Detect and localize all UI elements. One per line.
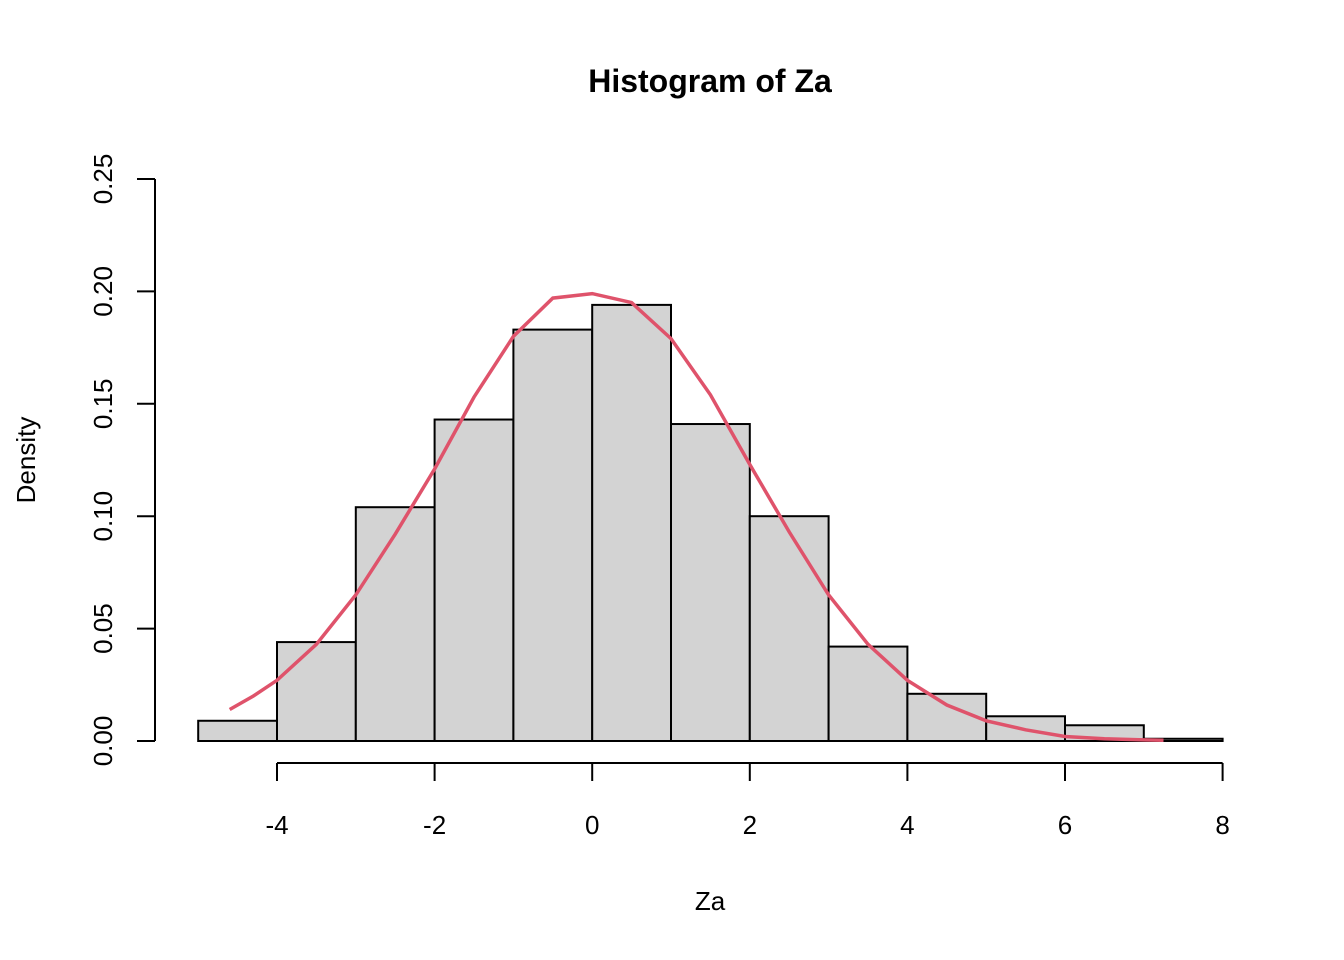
chart-title: Histogram of Za xyxy=(588,63,832,99)
y-tick-label: 0.05 xyxy=(88,603,118,654)
y-axis-label: Density xyxy=(11,417,41,504)
histogram-bar xyxy=(433,418,515,742)
histogram-bar xyxy=(591,303,673,742)
y-axis: 0.00 0.05 0.10 0.15 0.20 0.25 xyxy=(88,154,156,767)
density-curve-layer xyxy=(228,291,1164,743)
histogram-bar xyxy=(197,719,278,743)
histogram-bar xyxy=(276,641,357,743)
x-axis: -4 -2 0 2 4 6 8 xyxy=(265,762,1230,840)
y-tick-label: 0.15 xyxy=(88,378,118,429)
histogram-bars xyxy=(197,303,1224,743)
x-tick-label: 2 xyxy=(743,810,757,840)
x-tick-label: 4 xyxy=(900,810,914,840)
y-tick-label: 0.10 xyxy=(88,491,118,542)
x-tick-label: -4 xyxy=(265,810,288,840)
x-tick-label: 0 xyxy=(585,810,599,840)
x-axis-label: Za xyxy=(695,886,726,916)
y-tick-label: 0.25 xyxy=(88,154,118,205)
density-curve xyxy=(228,291,1164,743)
histogram-bar xyxy=(670,423,751,742)
histogram-bar xyxy=(748,515,830,743)
y-tick-label: 0.00 xyxy=(88,716,118,767)
x-tick-label: -2 xyxy=(423,810,446,840)
histogram-bar xyxy=(354,506,436,743)
histogram-bar xyxy=(827,645,909,742)
x-tick-label: 6 xyxy=(1058,810,1072,840)
x-tick-label: 8 xyxy=(1215,810,1229,840)
y-tick-label: 0.20 xyxy=(88,266,118,317)
histogram-bar xyxy=(512,328,594,742)
